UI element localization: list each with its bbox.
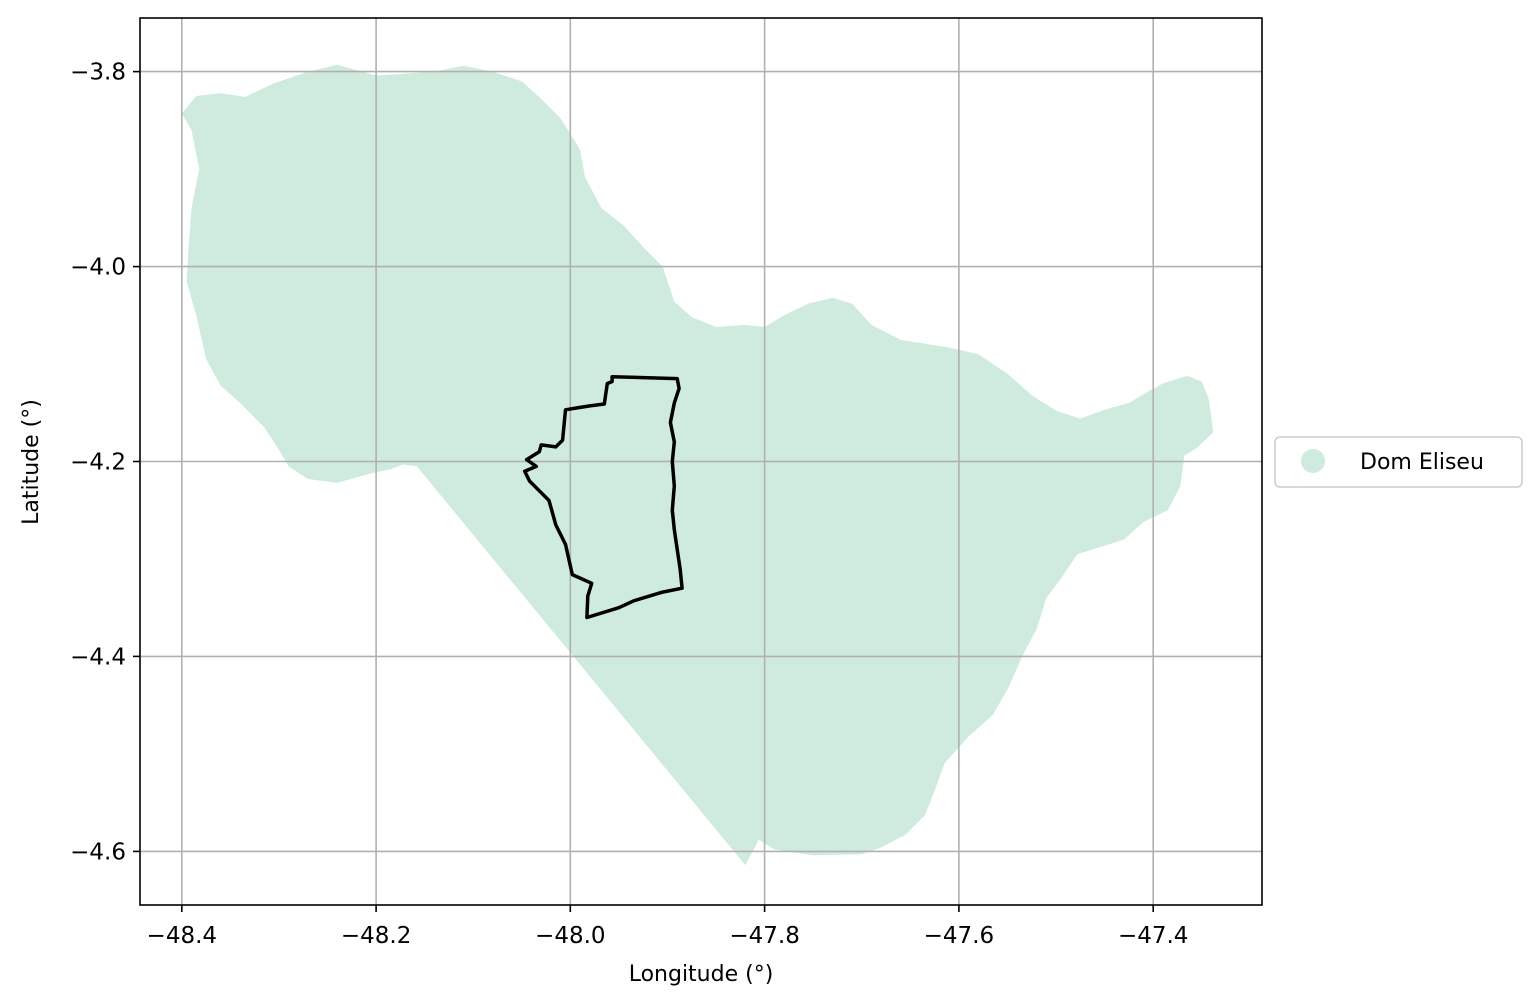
municipality-outline [522, 374, 684, 620]
x-tick-label: −47.4 [1118, 923, 1188, 949]
x-tick-label: −48.4 [147, 923, 217, 949]
region-fill [181, 64, 1214, 866]
y-tick-label: −4.0 [70, 255, 126, 281]
y-tick-label: −4.4 [70, 644, 126, 670]
y-tick-label: −4.2 [70, 450, 126, 476]
y-tick-label: −4.6 [70, 839, 126, 865]
y-tick-label: −3.8 [70, 60, 126, 86]
legend-label: Dom Eliseu [1360, 450, 1484, 475]
legend-box [1274, 436, 1523, 488]
legend-marker [1301, 449, 1325, 473]
x-tick-label: −48.2 [341, 923, 411, 949]
x-axis-ticks: −48.4 −48.2 −48.0 −47.8 −47.6 −47.4 [147, 905, 1188, 949]
x-tick-label: −47.8 [729, 923, 799, 949]
x-axis-title: Longitude (°) [629, 962, 774, 987]
grid-lines [140, 18, 1262, 905]
x-tick-label: −48.0 [535, 923, 605, 949]
y-axis-title: Latitude (°) [19, 399, 44, 525]
legend: Dom Eliseu [1274, 436, 1523, 488]
y-axis-ticks: −3.8 −4.0 −4.2 −4.4 −4.6 [70, 60, 140, 865]
x-tick-label: −47.6 [924, 923, 994, 949]
